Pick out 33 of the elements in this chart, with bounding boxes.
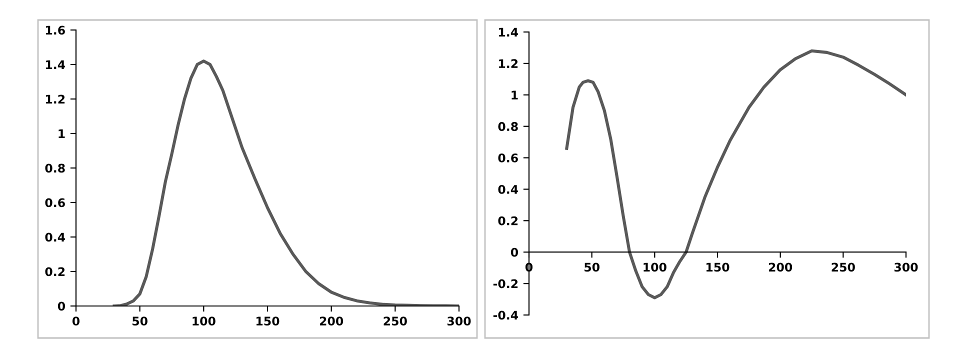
y-tick-label: -0.4 [493,310,518,320]
x-tick-label: 0 [72,316,80,326]
y-tick-label: 0.4 [45,232,66,242]
x-tick-label: 200 [320,316,344,326]
y-tick-label: -0.2 [493,279,518,288]
x-tick-label: 50 [132,316,148,326]
x-tick-label: 200 [768,262,792,272]
y-tick-label: 0 [58,302,66,311]
y-tick-label: 1.2 [499,59,518,68]
x-tick-label: 300 [447,316,471,326]
x-tick-label: 150 [706,262,730,272]
y-tick-label: 1.4 [499,28,518,36]
x-tick-label: 100 [192,316,216,326]
y-tick-label: 0.2 [45,267,65,276]
x-tick-label: 250 [832,262,855,272]
x-tick-label: 250 [384,316,407,326]
y-tick-label: 0.2 [498,216,518,226]
y-tick-label: 0.6 [45,198,65,208]
x-tick-label: 150 [256,316,280,326]
y-tick-label: 1 [58,129,65,138]
x-tick-label: 50 [584,262,600,272]
y-tick-label: 0.8 [45,164,65,173]
y-tick-label: 1.4 [46,60,66,69]
y-tick-label: 1 [512,90,518,100]
x-tick-label: 100 [644,262,666,272]
y-tick-label: 0.4 [498,184,518,194]
line-series [112,60,459,306]
y-tick-label: 0.6 [498,154,518,162]
y-tick-label: 0.8 [498,122,518,131]
y-tick-label: 0 [510,248,518,257]
y-tick-label: 1.2 [46,94,65,104]
x-tick-label: 300 [894,262,918,272]
y-tick-label: 1.6 [46,26,65,35]
